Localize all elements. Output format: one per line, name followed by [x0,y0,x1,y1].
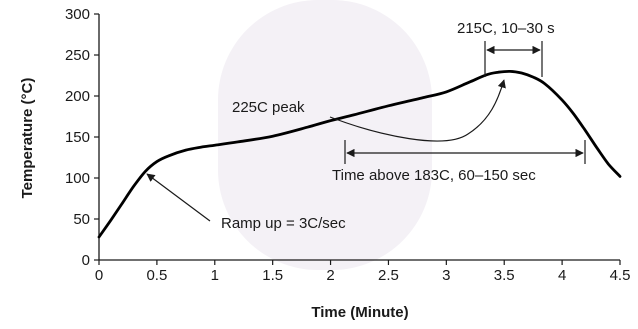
ramp-annotation-label: Ramp up = 3C/sec [221,215,346,232]
x-tick-label: 3.5 [494,267,515,284]
y-axis-ticks: 0 50 100 150 200 250 300 [65,6,99,269]
x-tick-label: 3 [442,267,450,284]
y-tick-label: 200 [65,88,90,105]
x-tick-label: 4 [558,267,566,284]
x-tick-label: 2.5 [378,267,399,284]
y-tick-label: 150 [65,129,90,146]
window-annotation-label: 215C, 10–30 s [457,20,555,37]
y-tick-label: 250 [65,47,90,64]
y-tick-label: 300 [65,6,90,23]
y-tick-label: 100 [65,170,90,187]
x-tick-label: 1.5 [262,267,283,284]
ramp-annotation-arrow [146,173,211,222]
x-axis-title: Time (Minute) [311,304,408,321]
x-tick-label: 4.5 [610,267,631,284]
background-watermark-band [218,0,432,270]
x-tick-label: 0 [95,267,103,284]
y-tick-label: 0 [82,252,90,269]
y-axis-title: Temperature (°C) [19,78,36,199]
peak-annotation-arrow [329,79,506,142]
x-tick-label: 0.5 [146,267,167,284]
peak-annotation-label: 225C peak [232,99,305,116]
x-tick-label: 1 [211,267,219,284]
y-tick-label: 50 [73,211,90,228]
temperature-profile-line [97,69,622,239]
x-axis-ticks: 0 0.5 1 1.5 2 2.5 3 3.5 4 4.5 [95,260,631,284]
time-above-annotation-label: Time above 183C, 60–150 sec [332,167,536,184]
x-tick-label: 2 [326,267,334,284]
